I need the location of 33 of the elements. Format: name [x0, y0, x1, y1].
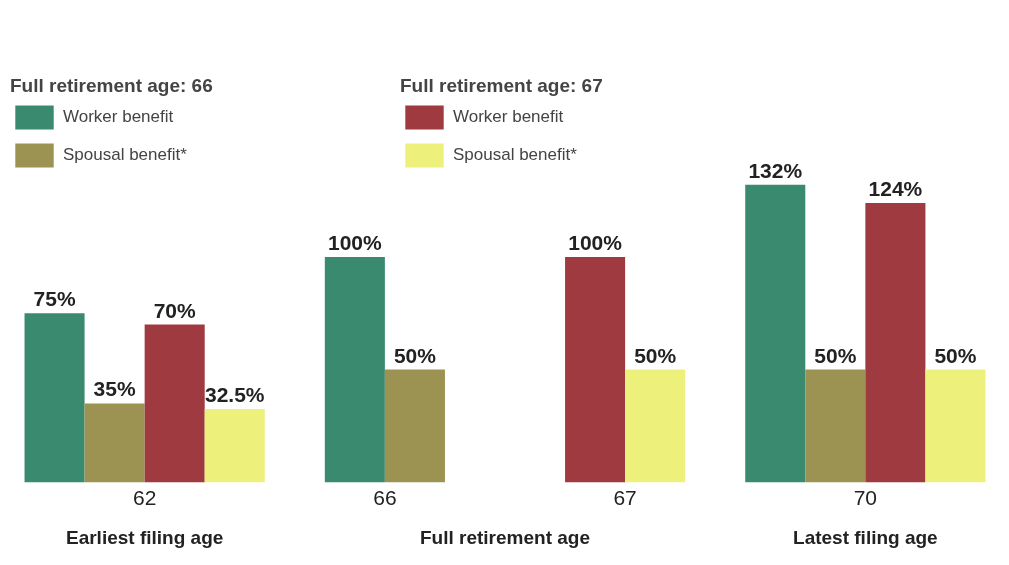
data-label: 75% — [33, 287, 76, 311]
text: Full retirement age: 67 — [400, 75, 603, 97]
data-label: 100% — [568, 230, 623, 254]
x-tick-label: 62 — [132, 486, 157, 510]
data-label: 70% — [153, 298, 197, 322]
data-label: 50% — [934, 343, 977, 367]
legend-label: Spousal benefit* — [453, 145, 577, 165]
bar — [84, 403, 145, 483]
x-tick-label: 67 — [613, 486, 637, 510]
text: Earliest filing age — [65, 526, 224, 548]
data-label: 32.5% — [204, 383, 265, 407]
bar — [745, 184, 806, 483]
bar — [805, 369, 866, 483]
bar — [865, 202, 926, 483]
bar — [144, 324, 205, 483]
legend-label: Spousal benefit* — [63, 145, 187, 165]
x-tick-label: 70 — [853, 486, 878, 510]
data-label: 124% — [868, 176, 923, 200]
data-label: 35% — [93, 377, 136, 401]
legend-title: Full retirement age: 66 — [10, 75, 213, 97]
bar — [925, 369, 986, 483]
text: Latest filing age — [793, 526, 938, 548]
legend-label: Worker benefit — [63, 107, 174, 127]
data-label: 50% — [393, 343, 437, 367]
data-label: 132% — [748, 158, 803, 182]
data-label: 100% — [328, 230, 383, 254]
data-label: 50% — [634, 343, 677, 367]
bar — [204, 409, 265, 483]
text: Full retirement age — [420, 526, 591, 548]
legend-label: Worker benefit — [453, 107, 564, 127]
x-tick-label: 66 — [373, 486, 397, 510]
data-label: 50% — [814, 343, 857, 367]
bar — [24, 313, 85, 483]
